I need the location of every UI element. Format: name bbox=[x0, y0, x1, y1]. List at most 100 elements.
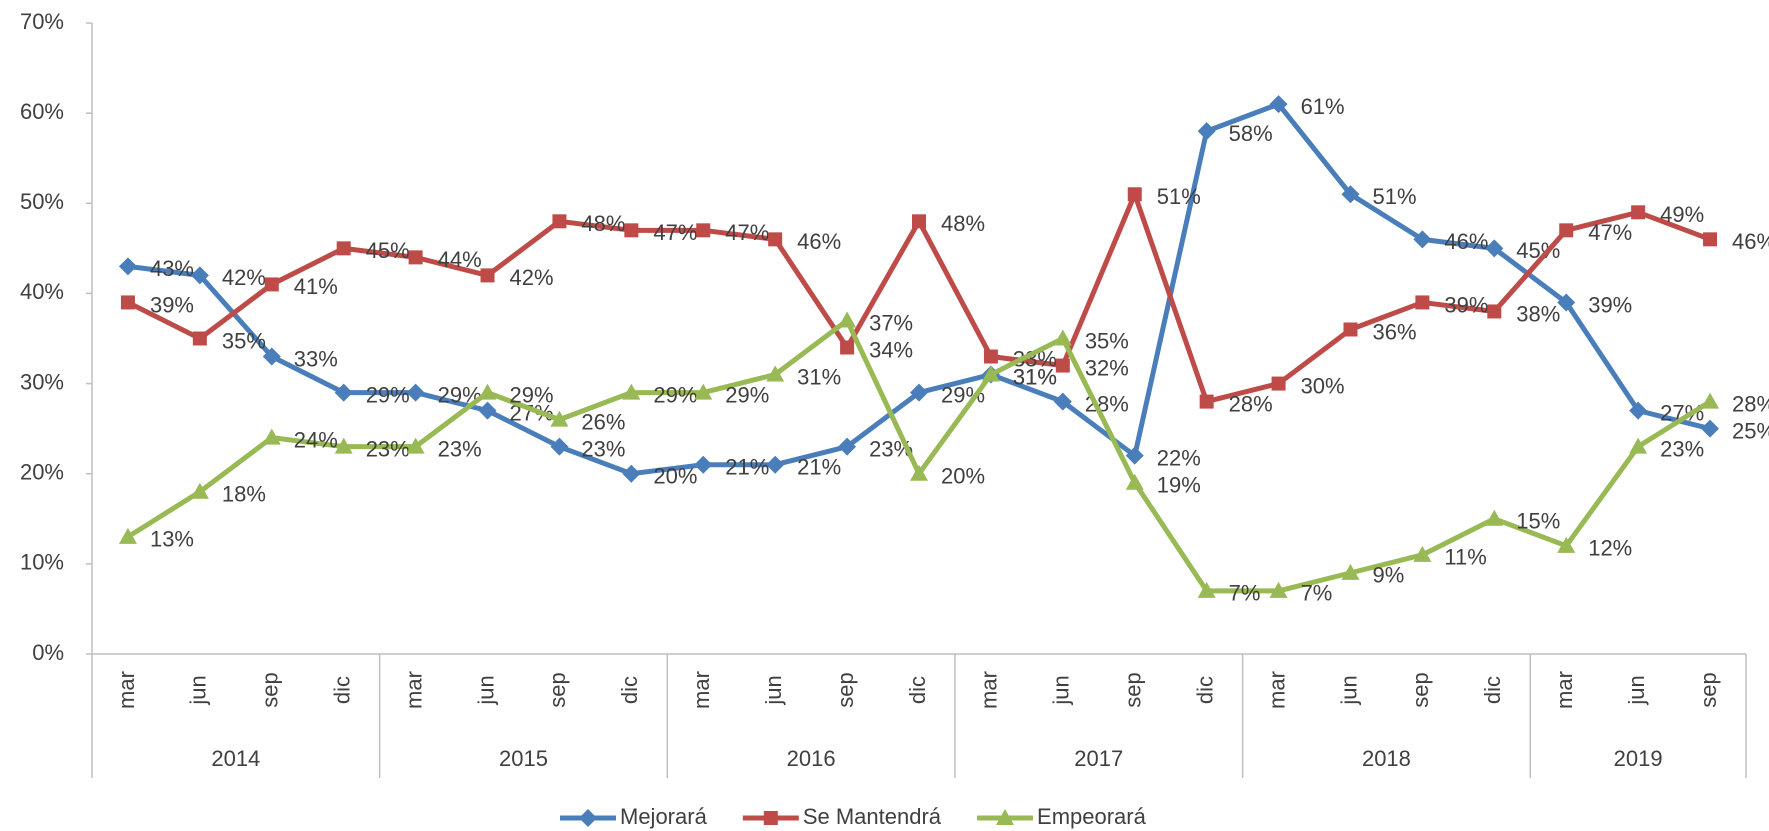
data-label: 48% bbox=[581, 211, 625, 236]
data-label: 34% bbox=[869, 337, 913, 362]
marker bbox=[996, 809, 1015, 825]
y-tick-label: 0% bbox=[32, 640, 64, 665]
legend-label: Mejorará bbox=[620, 804, 708, 829]
marker bbox=[1343, 322, 1358, 337]
marker bbox=[1053, 392, 1072, 411]
data-label: 28% bbox=[1732, 391, 1769, 416]
marker bbox=[1127, 187, 1142, 202]
data-label: 19% bbox=[1157, 473, 1201, 498]
data-label: 21% bbox=[797, 455, 841, 480]
data-label: 25% bbox=[1732, 418, 1769, 443]
group-label: 2017 bbox=[1074, 746, 1123, 771]
marker bbox=[1125, 473, 1144, 490]
data-label: 45% bbox=[366, 238, 410, 263]
data-label: 58% bbox=[1229, 121, 1273, 146]
marker bbox=[550, 410, 569, 427]
marker bbox=[1055, 358, 1070, 373]
y-tick-label: 50% bbox=[20, 189, 64, 214]
data-label: 35% bbox=[1085, 328, 1129, 353]
marker bbox=[192, 331, 207, 346]
data-label: 43% bbox=[150, 256, 194, 281]
data-label: 7% bbox=[1229, 581, 1261, 606]
x-tick-label: mar bbox=[977, 671, 1002, 709]
marker bbox=[478, 383, 497, 400]
data-label: 39% bbox=[150, 292, 194, 317]
data-label: 29% bbox=[653, 382, 697, 407]
x-tick-label: jun bbox=[1624, 675, 1649, 705]
marker bbox=[1269, 581, 1288, 598]
marker bbox=[480, 268, 495, 283]
data-label: 39% bbox=[1588, 292, 1632, 317]
data-label: 51% bbox=[1372, 184, 1416, 209]
x-tick-label: mar bbox=[401, 671, 426, 709]
marker bbox=[334, 437, 353, 454]
x-tick-label: jun bbox=[761, 675, 786, 705]
data-label: 38% bbox=[1516, 301, 1560, 326]
marker bbox=[840, 340, 855, 355]
marker bbox=[766, 365, 785, 382]
data-label: 22% bbox=[1157, 445, 1201, 470]
data-label: 23% bbox=[581, 436, 625, 461]
data-label: 31% bbox=[1013, 364, 1057, 389]
marker bbox=[1053, 329, 1072, 346]
marker bbox=[264, 277, 279, 292]
data-label: 9% bbox=[1372, 563, 1404, 588]
x-tick-label: sep bbox=[545, 672, 570, 707]
marker bbox=[694, 383, 713, 400]
data-label: 24% bbox=[294, 427, 338, 452]
marker bbox=[1413, 545, 1432, 562]
group-label: 2016 bbox=[787, 746, 836, 771]
marker bbox=[550, 437, 569, 456]
data-label: 47% bbox=[1588, 220, 1632, 245]
x-tick-label: dic bbox=[1192, 676, 1217, 704]
marker bbox=[1557, 536, 1576, 553]
marker bbox=[1487, 304, 1502, 319]
data-label: 13% bbox=[150, 527, 194, 552]
marker bbox=[478, 401, 497, 420]
marker bbox=[768, 232, 783, 247]
legend-label: Empeorará bbox=[1037, 804, 1147, 829]
data-label: 48% bbox=[941, 211, 985, 236]
marker bbox=[334, 383, 353, 402]
data-label: 61% bbox=[1301, 94, 1345, 119]
data-label: 42% bbox=[510, 265, 554, 290]
data-label: 44% bbox=[438, 247, 482, 272]
marker bbox=[1559, 223, 1574, 238]
y-tick-label: 60% bbox=[20, 99, 64, 124]
data-label: 46% bbox=[1732, 229, 1769, 254]
data-label: 21% bbox=[725, 455, 769, 480]
marker bbox=[912, 214, 926, 229]
marker bbox=[624, 223, 639, 238]
marker bbox=[838, 311, 857, 328]
x-tick-label: mar bbox=[1552, 671, 1577, 709]
marker bbox=[1341, 563, 1360, 580]
data-label: 15% bbox=[1516, 509, 1560, 534]
data-label: 12% bbox=[1588, 536, 1632, 561]
marker bbox=[1125, 446, 1144, 465]
marker bbox=[910, 383, 928, 402]
marker bbox=[1631, 205, 1646, 220]
marker bbox=[910, 464, 928, 481]
x-tick-label: sep bbox=[1696, 672, 1721, 707]
data-label: 20% bbox=[653, 464, 697, 489]
x-tick-label: jun bbox=[1049, 675, 1074, 705]
marker bbox=[1271, 376, 1286, 391]
marker bbox=[694, 455, 713, 474]
marker bbox=[1557, 293, 1576, 312]
group-label: 2015 bbox=[499, 746, 548, 771]
data-label: 29% bbox=[510, 382, 554, 407]
marker bbox=[1341, 185, 1360, 204]
marker bbox=[579, 809, 597, 827]
data-label: 18% bbox=[222, 482, 266, 507]
x-tick-label: mar bbox=[114, 671, 139, 709]
marker bbox=[1197, 122, 1216, 141]
group-label: 2019 bbox=[1614, 746, 1663, 771]
marker bbox=[766, 455, 785, 474]
marker bbox=[981, 365, 1000, 382]
marker bbox=[262, 428, 281, 445]
x-tick-label: sep bbox=[258, 672, 283, 707]
marker bbox=[1703, 232, 1718, 247]
marker bbox=[763, 811, 778, 825]
x-tick-label: jun bbox=[186, 675, 211, 705]
